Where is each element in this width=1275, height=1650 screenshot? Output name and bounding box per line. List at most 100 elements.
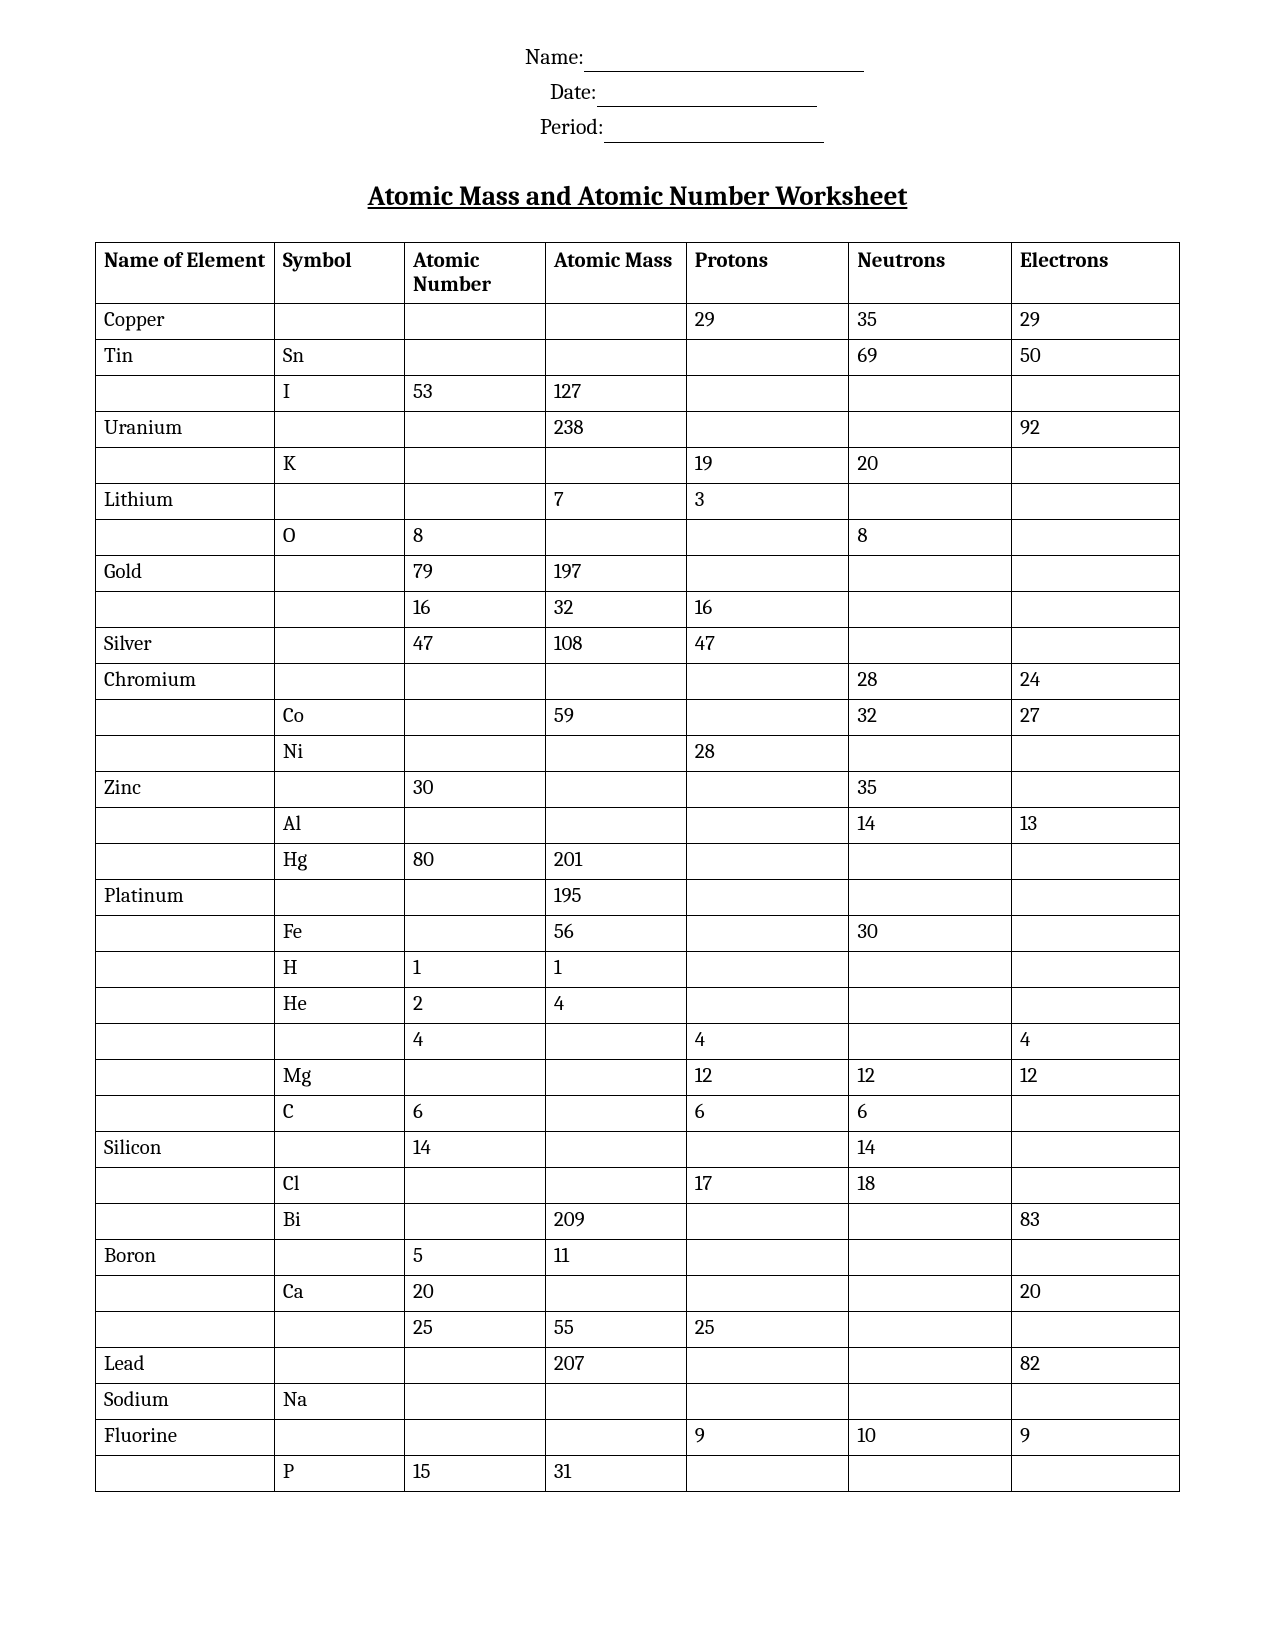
cell-atomic-number[interactable]: 79 xyxy=(404,555,545,591)
cell-symbol[interactable]: Bi xyxy=(274,1203,404,1239)
cell-atomic-number[interactable]: 20 xyxy=(404,1275,545,1311)
cell-atomic-number[interactable]: 8 xyxy=(404,519,545,555)
cell-electrons[interactable] xyxy=(1011,519,1179,555)
cell-atomic-number[interactable] xyxy=(404,1167,545,1203)
cell-neutrons[interactable] xyxy=(849,1203,1012,1239)
cell-electrons[interactable] xyxy=(1011,1131,1179,1167)
cell-neutrons[interactable]: 30 xyxy=(849,915,1012,951)
cell-name[interactable]: Gold xyxy=(96,555,275,591)
cell-atomic-mass[interactable] xyxy=(545,1275,686,1311)
cell-atomic-mass[interactable]: 197 xyxy=(545,555,686,591)
cell-name[interactable] xyxy=(96,1095,275,1131)
cell-electrons[interactable] xyxy=(1011,1239,1179,1275)
cell-neutrons[interactable]: 20 xyxy=(849,447,1012,483)
cell-neutrons[interactable] xyxy=(849,1347,1012,1383)
cell-neutrons[interactable] xyxy=(849,735,1012,771)
cell-neutrons[interactable]: 69 xyxy=(849,339,1012,375)
cell-electrons[interactable]: 20 xyxy=(1011,1275,1179,1311)
name-blank-line[interactable] xyxy=(584,71,864,72)
cell-name[interactable] xyxy=(96,699,275,735)
cell-protons[interactable] xyxy=(686,915,849,951)
cell-atomic-number[interactable]: 15 xyxy=(404,1455,545,1491)
cell-atomic-number[interactable] xyxy=(404,807,545,843)
cell-protons[interactable]: 47 xyxy=(686,627,849,663)
cell-name[interactable] xyxy=(96,1311,275,1347)
cell-electrons[interactable] xyxy=(1011,1455,1179,1491)
cell-protons[interactable] xyxy=(686,879,849,915)
cell-atomic-number[interactable] xyxy=(404,1059,545,1095)
cell-name[interactable] xyxy=(96,1275,275,1311)
cell-symbol[interactable]: He xyxy=(274,987,404,1023)
cell-neutrons[interactable] xyxy=(849,1023,1012,1059)
cell-protons[interactable] xyxy=(686,951,849,987)
cell-electrons[interactable]: 83 xyxy=(1011,1203,1179,1239)
cell-symbol[interactable] xyxy=(274,1239,404,1275)
cell-atomic-mass[interactable]: 59 xyxy=(545,699,686,735)
cell-atomic-mass[interactable] xyxy=(545,1167,686,1203)
cell-name[interactable]: Chromium xyxy=(96,663,275,699)
cell-protons[interactable] xyxy=(686,1131,849,1167)
cell-protons[interactable] xyxy=(686,987,849,1023)
cell-atomic-mass[interactable] xyxy=(545,447,686,483)
cell-protons[interactable] xyxy=(686,1275,849,1311)
cell-protons[interactable] xyxy=(686,1203,849,1239)
cell-atomic-number[interactable]: 6 xyxy=(404,1095,545,1131)
cell-atomic-number[interactable]: 4 xyxy=(404,1023,545,1059)
cell-electrons[interactable] xyxy=(1011,771,1179,807)
cell-electrons[interactable] xyxy=(1011,1095,1179,1131)
cell-neutrons[interactable] xyxy=(849,879,1012,915)
cell-atomic-number[interactable] xyxy=(404,663,545,699)
cell-atomic-mass[interactable]: 11 xyxy=(545,1239,686,1275)
cell-protons[interactable]: 9 xyxy=(686,1419,849,1455)
cell-protons[interactable]: 25 xyxy=(686,1311,849,1347)
cell-symbol[interactable] xyxy=(274,483,404,519)
cell-atomic-number[interactable]: 1 xyxy=(404,951,545,987)
cell-symbol[interactable] xyxy=(274,771,404,807)
cell-symbol[interactable]: O xyxy=(274,519,404,555)
cell-symbol[interactable]: Cl xyxy=(274,1167,404,1203)
cell-neutrons[interactable] xyxy=(849,375,1012,411)
cell-symbol[interactable]: I xyxy=(274,375,404,411)
cell-atomic-number[interactable]: 2 xyxy=(404,987,545,1023)
cell-neutrons[interactable] xyxy=(849,1239,1012,1275)
cell-name[interactable] xyxy=(96,1059,275,1095)
cell-protons[interactable]: 12 xyxy=(686,1059,849,1095)
cell-symbol[interactable]: P xyxy=(274,1455,404,1491)
cell-name[interactable]: Fluorine xyxy=(96,1419,275,1455)
cell-electrons[interactable]: 27 xyxy=(1011,699,1179,735)
cell-atomic-mass[interactable]: 32 xyxy=(545,591,686,627)
cell-protons[interactable] xyxy=(686,1383,849,1419)
cell-atomic-number[interactable] xyxy=(404,303,545,339)
cell-atomic-mass[interactable] xyxy=(545,1095,686,1131)
cell-protons[interactable] xyxy=(686,699,849,735)
cell-electrons[interactable] xyxy=(1011,843,1179,879)
cell-neutrons[interactable]: 12 xyxy=(849,1059,1012,1095)
cell-protons[interactable]: 29 xyxy=(686,303,849,339)
cell-symbol[interactable] xyxy=(274,411,404,447)
cell-symbol[interactable]: Ni xyxy=(274,735,404,771)
cell-name[interactable] xyxy=(96,375,275,411)
cell-atomic-mass[interactable] xyxy=(545,771,686,807)
cell-name[interactable]: Platinum xyxy=(96,879,275,915)
cell-neutrons[interactable] xyxy=(849,483,1012,519)
cell-neutrons[interactable]: 6 xyxy=(849,1095,1012,1131)
cell-symbol[interactable]: Co xyxy=(274,699,404,735)
cell-atomic-number[interactable] xyxy=(404,1203,545,1239)
cell-neutrons[interactable]: 14 xyxy=(849,807,1012,843)
cell-atomic-mass[interactable]: 209 xyxy=(545,1203,686,1239)
cell-neutrons[interactable]: 35 xyxy=(849,771,1012,807)
cell-electrons[interactable] xyxy=(1011,375,1179,411)
cell-neutrons[interactable] xyxy=(849,1383,1012,1419)
cell-atomic-number[interactable]: 14 xyxy=(404,1131,545,1167)
cell-electrons[interactable]: 4 xyxy=(1011,1023,1179,1059)
cell-atomic-mass[interactable] xyxy=(545,735,686,771)
cell-name[interactable] xyxy=(96,1167,275,1203)
cell-protons[interactable]: 17 xyxy=(686,1167,849,1203)
cell-electrons[interactable]: 13 xyxy=(1011,807,1179,843)
cell-symbol[interactable]: C xyxy=(274,1095,404,1131)
cell-symbol[interactable] xyxy=(274,627,404,663)
cell-name[interactable] xyxy=(96,591,275,627)
cell-protons[interactable] xyxy=(686,663,849,699)
cell-atomic-mass[interactable] xyxy=(545,1383,686,1419)
cell-electrons[interactable] xyxy=(1011,627,1179,663)
